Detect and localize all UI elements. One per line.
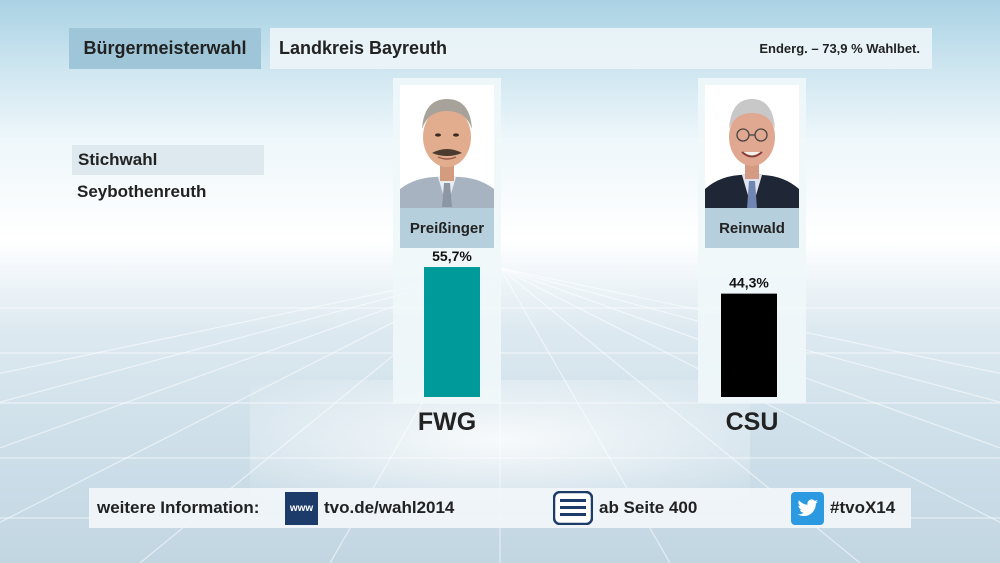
municipality-name: Seybothenreuth xyxy=(77,182,207,201)
teletext-page: ab Seite 400 xyxy=(599,498,698,517)
header-bar: Landkreis Bayreuth Enderg. – 73,9 % Wahl… xyxy=(270,28,932,69)
round-label: Stichwahl xyxy=(72,145,264,175)
value-label-fwg: 55,7% xyxy=(432,248,472,264)
twitter-icon xyxy=(791,491,824,525)
twitter-link[interactable]: #tvoX14 xyxy=(791,491,896,525)
value-label-csu: 44,3% xyxy=(729,275,769,291)
region-name: Landkreis Bayreuth xyxy=(279,38,448,58)
www-icon: www xyxy=(285,491,318,525)
party-label-csu: CSU xyxy=(725,408,779,436)
election-title: Bürgermeisterwahl xyxy=(69,28,261,69)
bar-fwg xyxy=(424,267,480,397)
candidate-photo xyxy=(705,85,799,215)
candidate-photo xyxy=(400,85,494,215)
web-url: tvo.de/wahl2014 xyxy=(324,498,455,517)
candidate-name: Preißinger xyxy=(400,208,494,248)
teletext-icon xyxy=(553,491,593,525)
footer-bar: weitere Information: www tvo.de/wahl2014… xyxy=(89,488,911,528)
bar-csu xyxy=(721,293,777,397)
info-label: weitere Information: xyxy=(97,498,260,517)
teletext-info: ab Seite 400 xyxy=(553,491,791,525)
party-label-fwg: FWG xyxy=(417,408,477,436)
result-status: Enderg. – 73,9 % Wahlbet. xyxy=(759,41,920,56)
web-link[interactable]: www tvo.de/wahl2014 xyxy=(285,491,553,525)
candidate-name: Reinwald xyxy=(705,208,799,248)
twitter-hashtag: #tvoX14 xyxy=(830,498,896,517)
